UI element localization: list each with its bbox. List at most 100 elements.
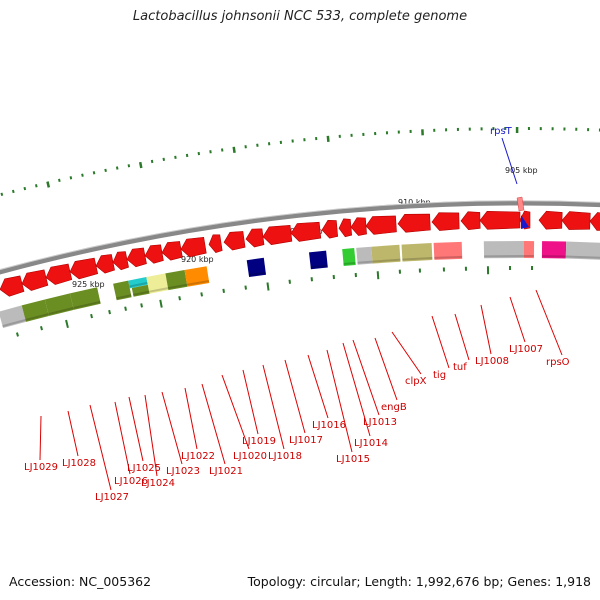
cog-block[interactable] [541,241,567,259]
gene-label[interactable]: LJ1022 [181,451,215,462]
cog-block[interactable] [69,287,101,310]
cog-block[interactable] [356,246,373,265]
cog-block[interactable] [371,244,401,264]
cog-block[interactable] [246,257,266,277]
gene-label[interactable]: LJ1015 [336,454,370,465]
gene-arrow[interactable] [321,219,339,239]
gene-arrow[interactable] [589,212,600,231]
gene-label[interactable]: LJ1019 [242,436,276,447]
gene-label[interactable]: LJ1023 [166,466,200,477]
gene-label[interactable]: LJ1013 [363,417,397,428]
gene-label[interactable]: LJ1021 [209,466,243,477]
gene-arrow[interactable] [479,210,521,230]
gene-arrow[interactable] [144,244,164,264]
scale-major-tick [232,146,236,153]
inner-tick [376,271,380,280]
gene-label[interactable]: LJ1020 [233,451,267,462]
gene-label[interactable]: LJ1028 [62,458,96,469]
gene-arrow[interactable] [338,218,353,238]
gene-label[interactable]: LJ1007 [509,344,543,355]
cog-block-shade [372,258,401,263]
backbone-highlight [0,200,600,271]
gene-label[interactable]: tig [433,370,446,381]
highlight-leader [501,137,518,185]
gene-label[interactable]: engB [381,402,407,413]
gene-label[interactable]: rpsO [546,357,570,368]
gene-arrow[interactable] [69,257,99,280]
cog-block[interactable] [433,241,463,260]
gene-arrow[interactable] [460,211,481,231]
gene-label[interactable]: LJ1008 [475,356,509,367]
highlight-label[interactable]: rpsT [490,126,513,137]
cog-block[interactable] [128,277,148,289]
gene-arrow[interactable] [262,224,293,246]
gene-arrow[interactable] [208,234,223,253]
inner-tick [15,332,19,337]
gene-label[interactable]: LJ1017 [289,435,323,446]
gene-arrow[interactable] [21,269,49,291]
gene-label[interactable]: tuf [453,362,467,373]
gene-arrow[interactable] [95,254,115,274]
gene-arrow[interactable] [431,212,460,231]
scale-minor-tick [150,159,154,164]
cog-block-shade [167,283,188,290]
genome-backbone [0,200,600,275]
cog-block[interactable] [565,241,600,261]
gene-arrow[interactable] [350,217,367,236]
label-leader [480,304,492,355]
gene-arrow[interactable] [180,236,207,258]
cog-block[interactable] [44,293,74,316]
cog-block[interactable] [309,250,328,270]
cog-block[interactable] [146,273,169,294]
gene-arrow[interactable] [365,215,397,235]
gene-label[interactable]: LJ1024 [141,478,175,489]
gene-arrow[interactable] [245,228,265,248]
label-leader [326,349,353,453]
gene-arrow[interactable] [0,275,25,297]
label-leader [128,396,144,462]
highlighted-gene[interactable]: rpsT [490,126,529,229]
cog-block[interactable] [524,241,535,259]
gene-arrow[interactable] [538,210,563,230]
gene-label[interactable]: LJ1014 [354,438,388,449]
cog-block-shade [116,294,132,300]
highlight-gene-box[interactable] [516,196,525,212]
gene-label[interactable]: LJ1027 [95,492,129,503]
scale-minor-tick [81,173,84,177]
gene-arrow[interactable] [223,231,246,251]
gene-arrow[interactable] [561,211,591,230]
backbone-line [0,200,600,275]
cog-block[interactable] [483,241,524,259]
gene-label[interactable]: LJ1018 [268,451,302,462]
cog-block[interactable] [184,266,210,287]
gene-arrow[interactable] [397,213,431,233]
gene-labels[interactable]: LJ1029 LJ1028LJ1027LJ1026LJ1025LJ1024LJ10… [24,289,570,503]
gene-label[interactable]: LJ1026 [114,476,148,487]
cog-block[interactable] [0,305,26,328]
gene-arrow[interactable] [290,221,322,242]
gene-arrow[interactable] [161,241,183,261]
scale-minor-tick [69,176,73,180]
gene-label[interactable]: LJ1016 [312,420,346,431]
scale-minor-tick [34,184,38,188]
topology-text: Topology: circular; Length: 1,992,676 bp… [247,574,591,589]
gene-label[interactable]: LJ1029 [24,462,58,473]
gene-label[interactable]: LJ1025 [127,463,161,474]
gene-track[interactable] [0,210,600,297]
label-leader [374,337,398,401]
gene-arrow[interactable] [112,251,129,271]
cog-block[interactable] [401,243,433,262]
cog-block[interactable] [21,299,49,322]
cog-block[interactable] [131,284,151,297]
gene-label[interactable]: clpX [405,376,427,387]
inner-tick [108,309,111,315]
cog-block[interactable] [342,248,356,266]
gene-arrow[interactable] [45,263,73,285]
gene-arrow[interactable] [126,247,147,268]
cog-block-shade [2,318,26,328]
scale-minor-tick [115,166,119,170]
cog-block[interactable] [113,280,132,301]
cog-block[interactable] [165,270,188,291]
cog-track[interactable] [0,241,600,328]
